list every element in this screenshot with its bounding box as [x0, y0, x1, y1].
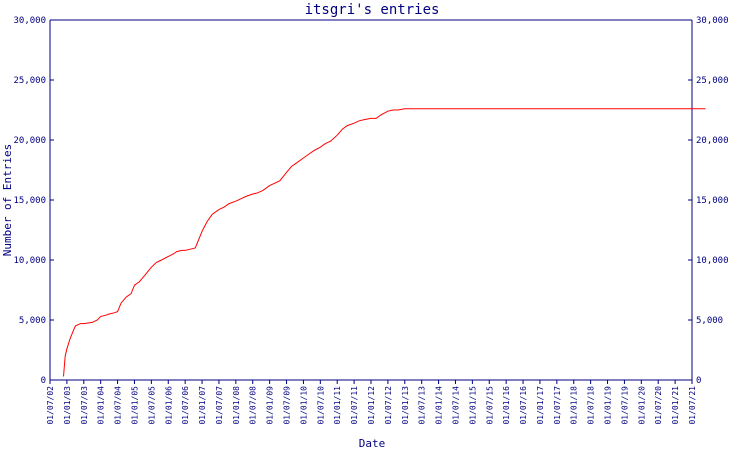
x-tick-label: 01/01/06 — [164, 386, 173, 425]
x-tick-label: 01/01/12 — [367, 386, 376, 425]
x-tick-label: 01/07/08 — [249, 386, 258, 425]
y-tick-label-right: 0 — [696, 376, 701, 386]
x-tick-label: 01/07/21 — [688, 386, 697, 425]
y-tick-label-left: 30,000 — [13, 16, 46, 26]
x-tick-label: 01/07/11 — [350, 386, 359, 425]
x-tick-label: 01/07/02 — [46, 386, 55, 425]
x-tick-label: 01/01/15 — [468, 386, 477, 425]
y-tick-label-left: 0 — [41, 376, 46, 386]
x-tick-label: 01/07/13 — [418, 386, 427, 425]
y-tick-label-left: 25,000 — [13, 76, 46, 86]
x-tick-label: 01/07/17 — [553, 386, 562, 425]
x-tick-label: 01/01/05 — [130, 386, 139, 425]
x-tick-label: 01/01/07 — [198, 386, 207, 425]
x-tick-label: 01/07/09 — [283, 386, 292, 425]
x-tick-label: 01/07/12 — [384, 386, 393, 425]
x-tick-label: 01/01/21 — [671, 386, 680, 425]
ticks: 0 0 5,000 5,000 10,000 10,000 15,000 15,000 20,0… — [13, 16, 728, 425]
x-tick-label: 01/01/08 — [232, 386, 241, 425]
x-tick-label: 01/07/19 — [620, 386, 629, 425]
x-tick-label: 01/07/14 — [451, 386, 460, 425]
y-tick-label-left: 20,000 — [13, 136, 46, 146]
axes — [49, 19, 693, 381]
x-tick-label: 01/07/15 — [485, 386, 494, 425]
series-layer — [63, 108, 706, 377]
x-axis-label: Date — [359, 437, 386, 450]
y-axis-label: Number of Entries — [1, 144, 14, 257]
x-tick-label: 01/07/04 — [114, 386, 123, 425]
x-tick-label: 01/01/18 — [570, 386, 579, 425]
x-tick-label: 01/07/07 — [215, 386, 224, 425]
x-tick-label: 01/01/14 — [435, 386, 444, 425]
y-tick-label-left: 10,000 — [13, 256, 46, 266]
y-tick-label-left: 5,000 — [19, 316, 46, 326]
x-tick-label: 01/01/11 — [333, 386, 342, 425]
x-tick-label: 01/01/13 — [401, 386, 410, 425]
x-tick-label: 01/07/03 — [80, 386, 89, 425]
y-tick-label-right: 5,000 — [696, 316, 723, 326]
y-tick-label-right: 20,000 — [696, 136, 729, 146]
x-tick-label: 01/07/18 — [587, 386, 596, 425]
x-tick-label: 01/01/16 — [502, 386, 511, 425]
x-tick-label: 01/01/09 — [266, 386, 275, 425]
y-tick-label-left: 15,000 — [13, 196, 46, 206]
y-tick-label-right: 30,000 — [696, 16, 729, 26]
x-tick-label: 01/07/16 — [519, 386, 528, 425]
x-tick-label: 01/01/19 — [604, 386, 613, 425]
x-tick-label: 01/01/10 — [299, 386, 308, 425]
x-tick-label: 01/01/03 — [63, 386, 72, 425]
y-tick-label-right: 25,000 — [696, 76, 729, 86]
chart-title: itsgri's entries — [305, 2, 440, 18]
x-tick-label: 01/01/17 — [536, 386, 545, 425]
y-tick-label-right: 10,000 — [696, 256, 729, 266]
series-line — [63, 108, 706, 377]
x-tick-label: 01/01/04 — [97, 386, 106, 425]
x-tick-label: 01/07/20 — [654, 386, 663, 425]
y-tick-label-right: 15,000 — [696, 196, 729, 206]
x-tick-label: 01/01/20 — [637, 386, 646, 425]
x-tick-label: 01/07/05 — [147, 386, 156, 425]
x-tick-label: 01/07/06 — [181, 386, 190, 425]
x-tick-label: 01/07/10 — [316, 386, 325, 425]
